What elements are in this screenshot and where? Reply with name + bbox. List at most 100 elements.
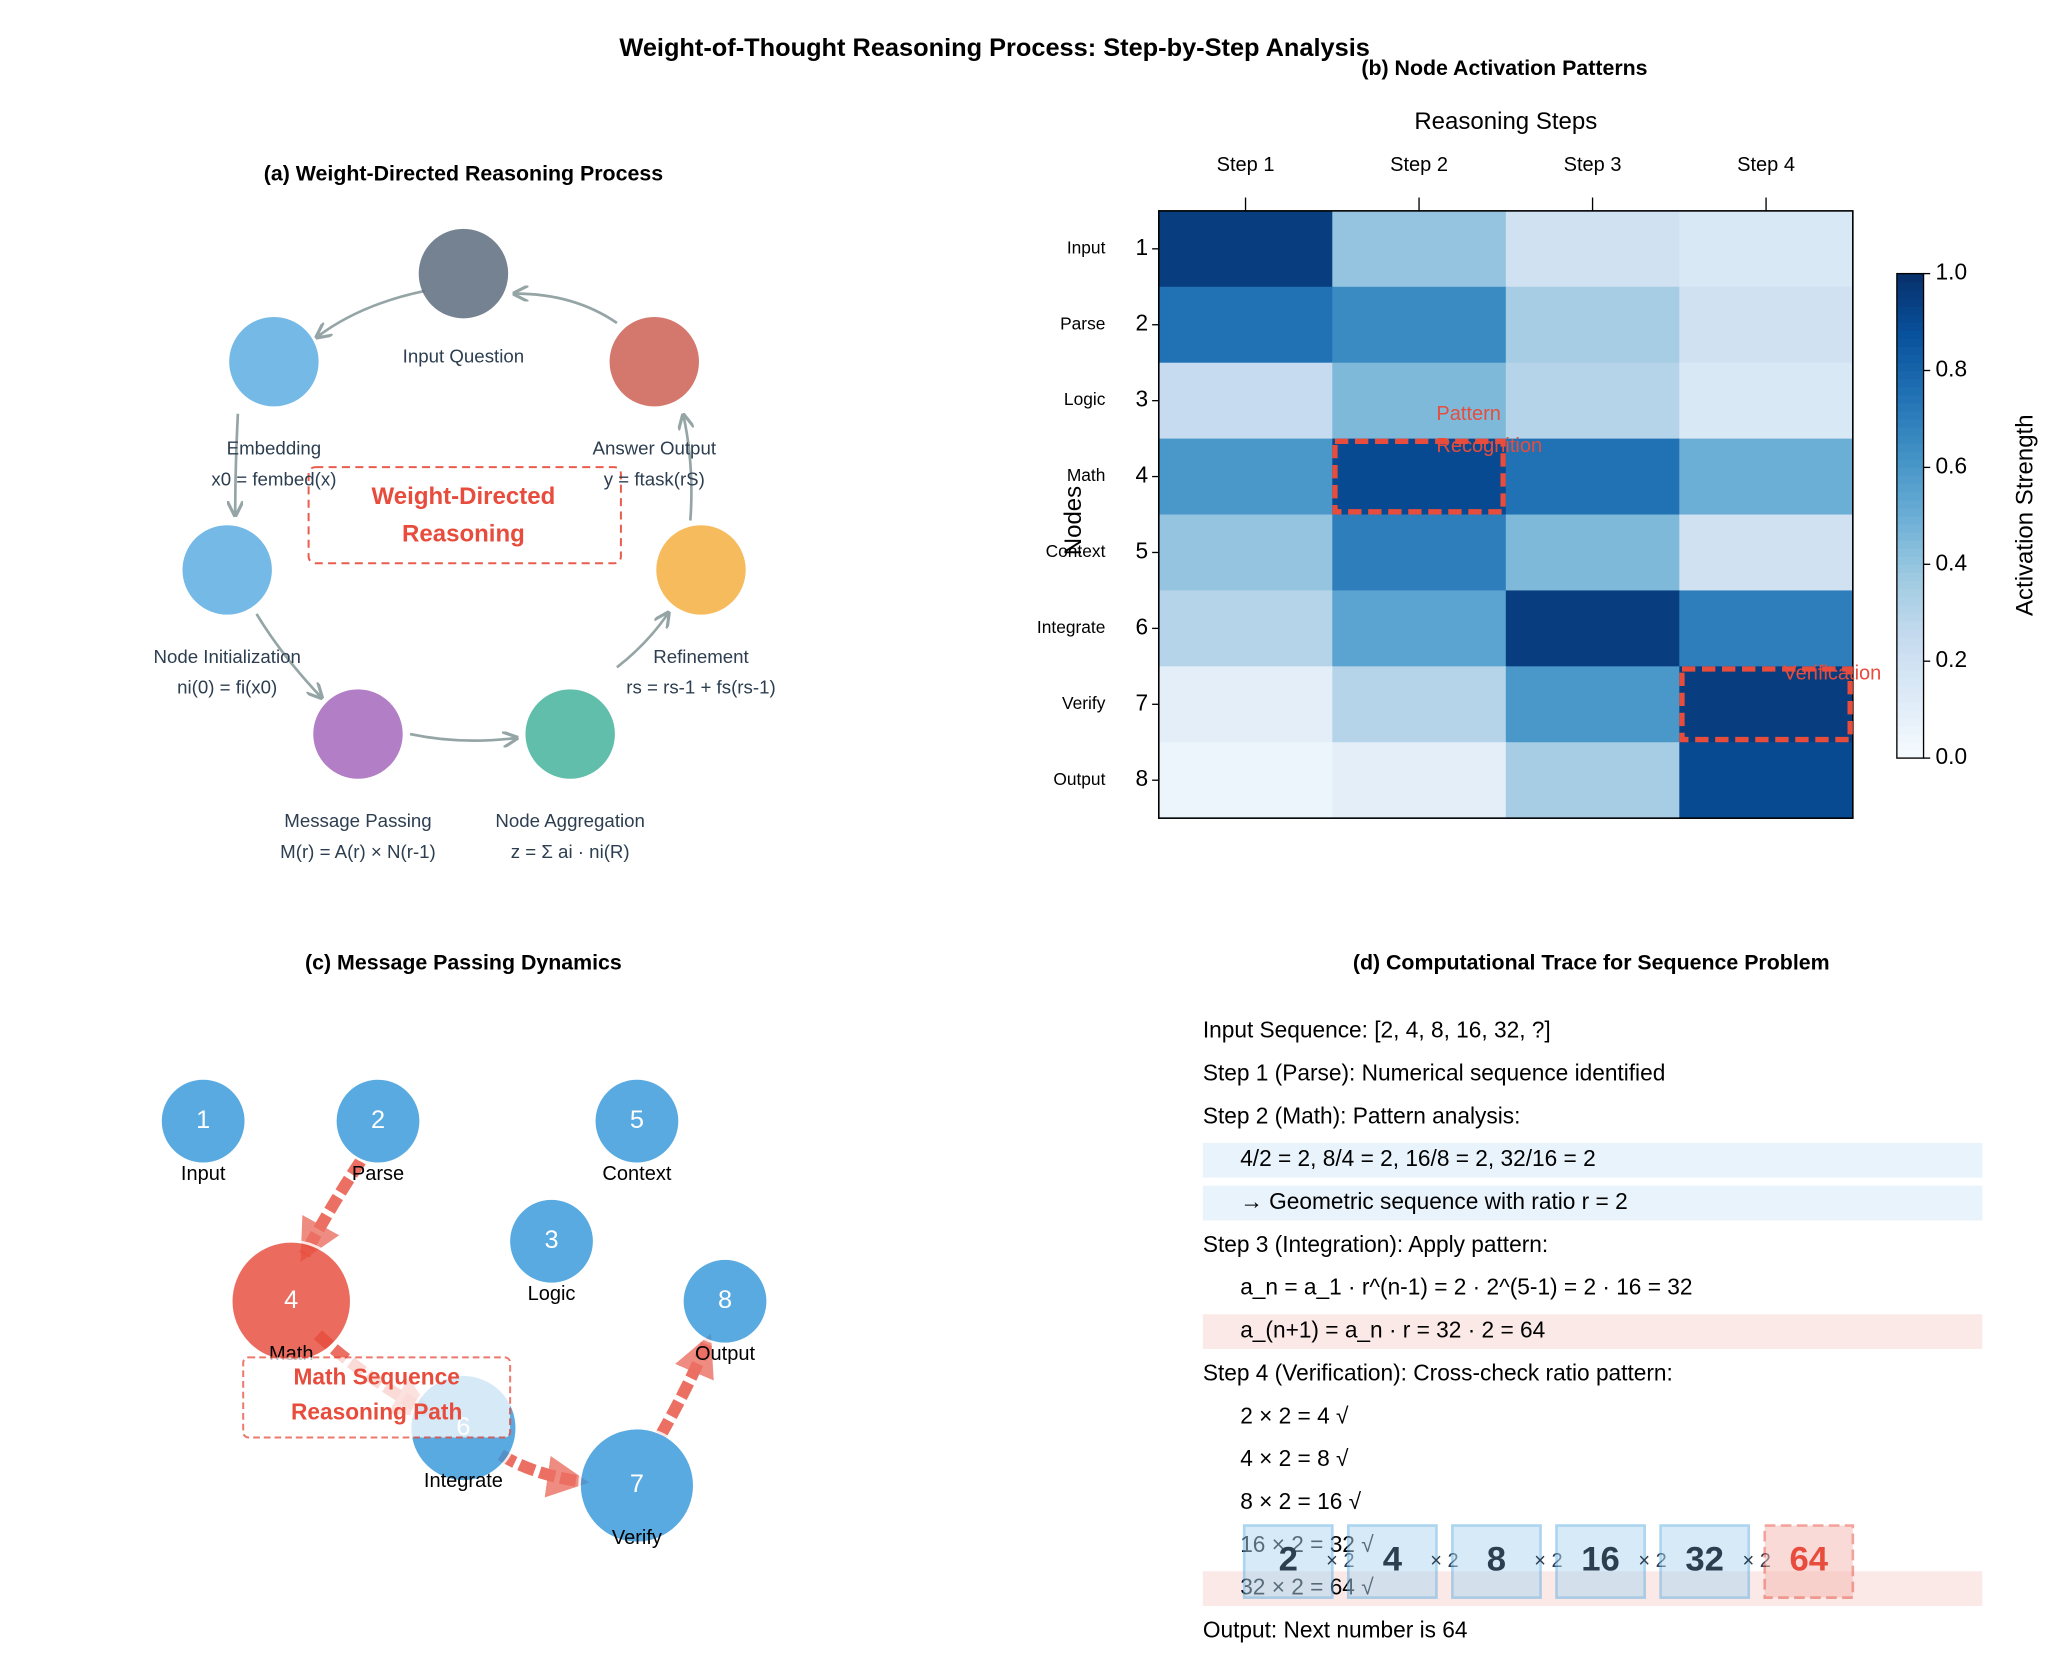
highlight-label: Verification — [1783, 663, 1881, 685]
colorbar-segment — [1896, 596, 1924, 606]
colorbar-segment — [1896, 669, 1924, 679]
node-formula: x0 = fembed(x) — [211, 468, 336, 489]
colorbar-segment — [1896, 322, 1924, 331]
heatmap-cell — [1679, 514, 1854, 592]
heatmap-cell — [1332, 438, 1507, 516]
colorbar-segment — [1896, 532, 1924, 541]
flow-arrow — [616, 614, 668, 669]
line-highlight — [1202, 1185, 1983, 1221]
flow-arrow — [318, 289, 425, 336]
heatmap-cell — [1332, 210, 1507, 288]
y-axis-title: Nodes — [1060, 486, 1087, 555]
graph-node — [159, 1077, 248, 1166]
sequence-value: 4 — [1383, 1541, 1403, 1579]
colorbar-segment — [1896, 750, 1924, 759]
flow-arrow — [235, 413, 238, 514]
sequence-value: 2 — [1279, 1541, 1298, 1579]
colorbar-segment — [1896, 362, 1924, 372]
colorbar-segment — [1896, 709, 1924, 719]
colorbar-segment — [1896, 628, 1924, 638]
heatmap-cell — [1332, 742, 1507, 819]
center-label: Reasoning — [402, 521, 525, 548]
x-tick-label: Step 3 — [1564, 154, 1622, 176]
trace-line: 8 × 2 = 16 √ — [1240, 1488, 1361, 1514]
trace-line: Output: Next number is 64 — [1203, 1616, 1468, 1642]
colorbar-segment — [1896, 402, 1924, 412]
colorbar-title: Activation Strength — [2012, 414, 2039, 616]
colorbar-segment — [1896, 354, 1924, 364]
node-name: Logic — [528, 1283, 576, 1305]
trace-line: Input Sequence: [2, 4, 8, 16, 32, ?] — [1203, 1017, 1551, 1043]
row-name: Logic — [1064, 389, 1106, 409]
colorbar-segment — [1896, 636, 1924, 646]
node-label: Embedding — [227, 438, 321, 459]
heatmap-cell — [1332, 590, 1507, 668]
heatmap-cell — [1332, 514, 1507, 592]
y-tick-label: 6 — [1136, 613, 1149, 639]
colorbar-segment — [1896, 273, 1924, 283]
y-tick-label: 8 — [1136, 765, 1149, 791]
colorbar-segment — [1896, 548, 1924, 557]
sequence-box — [1451, 1524, 1542, 1599]
reasoning-edge — [655, 1333, 714, 1438]
heatmap-cell — [1679, 286, 1854, 364]
process-node — [656, 525, 746, 615]
colorbar-segment — [1896, 443, 1924, 452]
colorbar-segment — [1896, 289, 1924, 299]
y-tick-label: 3 — [1136, 386, 1149, 412]
flow-arrow — [515, 294, 618, 325]
node-id: 1 — [196, 1106, 210, 1134]
y-tick-label: 1 — [1136, 234, 1149, 260]
node-formula: rs = rs-1 + fs(rs-1) — [626, 677, 775, 698]
y-tick-label: 4 — [1136, 462, 1149, 488]
colorbar-segment — [1896, 588, 1924, 598]
colorbar-tick-label: 0.6 — [1936, 452, 1968, 478]
x-tick-label: Step 4 — [1737, 154, 1795, 176]
node-label: Answer Output — [593, 438, 717, 459]
sequence-value: 16 — [1581, 1541, 1620, 1579]
colorbar-segment — [1896, 685, 1924, 695]
colorbar-segment — [1896, 330, 1924, 339]
sequence-box — [1346, 1524, 1438, 1599]
heatmap-cell — [1158, 514, 1333, 592]
colorbar-segment — [1896, 725, 1924, 735]
colorbar-segment — [1896, 483, 1924, 493]
process-node — [313, 689, 403, 779]
node-label: Node Initialization — [153, 646, 300, 667]
heatmap-cell — [1505, 666, 1680, 743]
heatmap-cell — [1505, 438, 1680, 516]
node-formula: ni(0) = fi(x0) — [177, 677, 277, 698]
y-tick-label: 7 — [1136, 689, 1149, 715]
row-name: Integrate — [1037, 617, 1105, 637]
trace-line: → Geometric sequence with ratio r = 2 — [1240, 1188, 1627, 1214]
graph-node — [680, 1257, 770, 1346]
highlight-label: Pattern — [1436, 403, 1501, 425]
colorbar-segment — [1896, 701, 1924, 711]
row-name: Context — [1046, 541, 1106, 561]
colorbar-segment — [1896, 346, 1924, 356]
sequence-box — [1555, 1524, 1646, 1599]
colorbar-segment — [1896, 435, 1924, 444]
x-tick-label: Step 2 — [1390, 154, 1448, 176]
colorbar-segment — [1896, 370, 1924, 380]
path-box — [242, 1356, 512, 1439]
colorbar-segment — [1896, 491, 1924, 501]
x-tick-label: Step 1 — [1217, 154, 1275, 176]
colorbar-segment — [1896, 338, 1924, 347]
node-id: 4 — [284, 1286, 298, 1314]
heatmap-cell — [1505, 514, 1680, 592]
sequence-box — [1659, 1524, 1751, 1599]
colorbar-segment — [1896, 459, 1924, 469]
colorbar-segment — [1896, 677, 1924, 687]
colorbar-segment — [1896, 515, 1924, 525]
node-formula: y = ftask(rS) — [604, 468, 705, 489]
node-name: Integrate — [424, 1470, 503, 1492]
node-label: Input Question — [403, 346, 524, 367]
node-formula: z = Σ ai · ni(R) — [511, 841, 630, 862]
colorbar-segment — [1896, 378, 1924, 388]
colorbar-segment — [1896, 572, 1924, 582]
node-name: Parse — [352, 1163, 404, 1185]
panel-title: (b) Node Activation Patterns — [1361, 56, 1647, 80]
heatmap-cell — [1158, 362, 1333, 440]
process-node — [182, 525, 272, 615]
